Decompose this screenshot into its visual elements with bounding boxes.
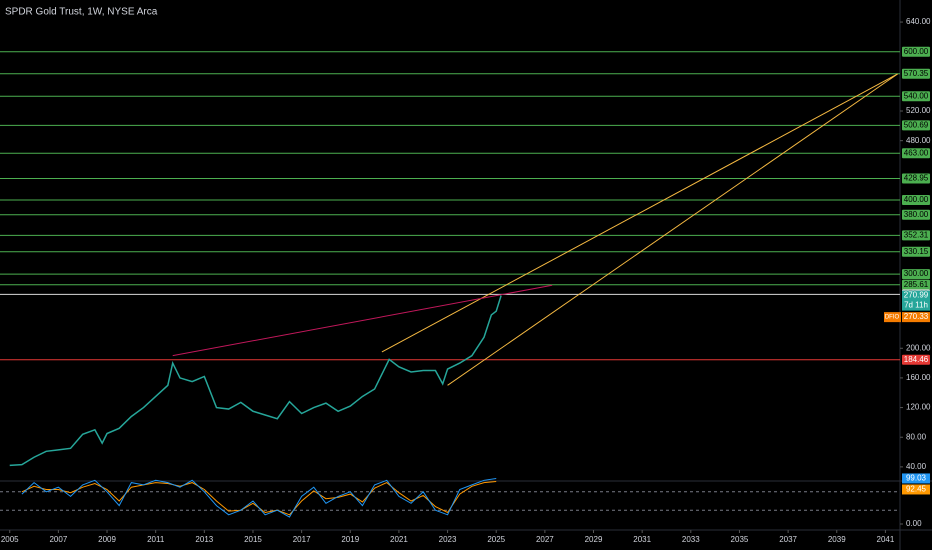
x-tick-label: 2025 <box>487 535 505 544</box>
x-tick-label: 2005 <box>1 535 19 544</box>
level-label: 540.00 <box>904 91 929 100</box>
marker-tag-box <box>884 312 901 323</box>
y-tick-label: 160.00 <box>906 373 931 382</box>
x-tick-label: 2023 <box>439 535 457 544</box>
level-label-box <box>902 209 930 220</box>
rsi-line <box>21 477 497 518</box>
x-tick-label: 2039 <box>828 535 846 544</box>
level-label-box <box>902 68 930 79</box>
marker-tag: DFIO <box>885 315 900 321</box>
x-tick-label: 2021 <box>390 535 408 544</box>
level-label: 300.00 <box>904 269 929 278</box>
level-label-box <box>902 194 930 205</box>
level-label: 285.61 <box>904 280 929 289</box>
level-label-box <box>902 46 930 57</box>
trend-line <box>381 73 898 353</box>
level-label-box <box>902 354 930 365</box>
x-tick-label: 2013 <box>195 535 213 544</box>
last-price-label: 270.99 <box>904 291 929 300</box>
last-price-box <box>902 290 930 311</box>
rsi-last-box <box>902 473 930 484</box>
y-tick-label: 520.00 <box>906 106 931 115</box>
y-tick-label: 480.00 <box>906 136 931 145</box>
level-label: 352.31 <box>904 230 929 239</box>
level-label-box <box>902 246 930 257</box>
x-tick-label: 2009 <box>98 535 116 544</box>
rsi-signal-label: 92.45 <box>906 485 927 494</box>
level-label: 428.95 <box>904 174 929 183</box>
level-label-box <box>902 91 930 102</box>
level-label-box <box>902 269 930 280</box>
price-line <box>9 295 502 467</box>
y-tick-label: 40.00 <box>906 462 927 471</box>
x-tick-label: 2029 <box>585 535 603 544</box>
rsi-signal-box <box>902 484 930 495</box>
level-label: 184.46 <box>904 355 929 364</box>
x-tick-label: 2031 <box>633 535 651 544</box>
rsi-last-label: 99.03 <box>906 474 927 483</box>
level-label-box <box>902 120 930 131</box>
marker-box <box>902 312 930 323</box>
level-label-box <box>902 173 930 184</box>
trend-line <box>172 284 553 357</box>
level-label: 600.00 <box>904 47 929 56</box>
x-tick-label: 2015 <box>244 535 262 544</box>
level-label-box <box>902 148 930 159</box>
x-tick-label: 2007 <box>49 535 67 544</box>
level-label: 380.00 <box>904 210 929 219</box>
level-label: 400.00 <box>904 195 929 204</box>
level-label-box <box>902 230 930 241</box>
x-tick-label: 2011 <box>147 535 165 544</box>
rsi-tick-label: 0.00 <box>906 519 922 528</box>
y-tick-label: 200.00 <box>906 343 931 352</box>
y-tick-label: 120.00 <box>906 403 931 412</box>
y-tick-label: 640.00 <box>906 17 931 26</box>
x-tick-label: 2019 <box>341 535 359 544</box>
x-tick-label: 2017 <box>293 535 311 544</box>
level-label: 330.15 <box>904 247 929 256</box>
x-tick-label: 2035 <box>731 535 749 544</box>
level-label: 463.00 <box>904 148 929 157</box>
level-label: 570.35 <box>904 69 929 78</box>
level-label: 500.69 <box>904 120 929 129</box>
trend-line <box>447 73 898 386</box>
countdown: 7d 11h <box>904 301 928 310</box>
x-tick-label: 2027 <box>536 535 554 544</box>
x-tick-label: 2033 <box>682 535 700 544</box>
level-label-box <box>902 279 930 290</box>
x-tick-label: 2037 <box>779 535 797 544</box>
y-tick-label: 80.00 <box>906 432 927 441</box>
chart-title: SPDR Gold Trust, 1W, NYSE Arca <box>5 7 158 18</box>
marker-label: 270.33 <box>904 312 929 321</box>
x-tick-label: 2041 <box>877 535 895 544</box>
